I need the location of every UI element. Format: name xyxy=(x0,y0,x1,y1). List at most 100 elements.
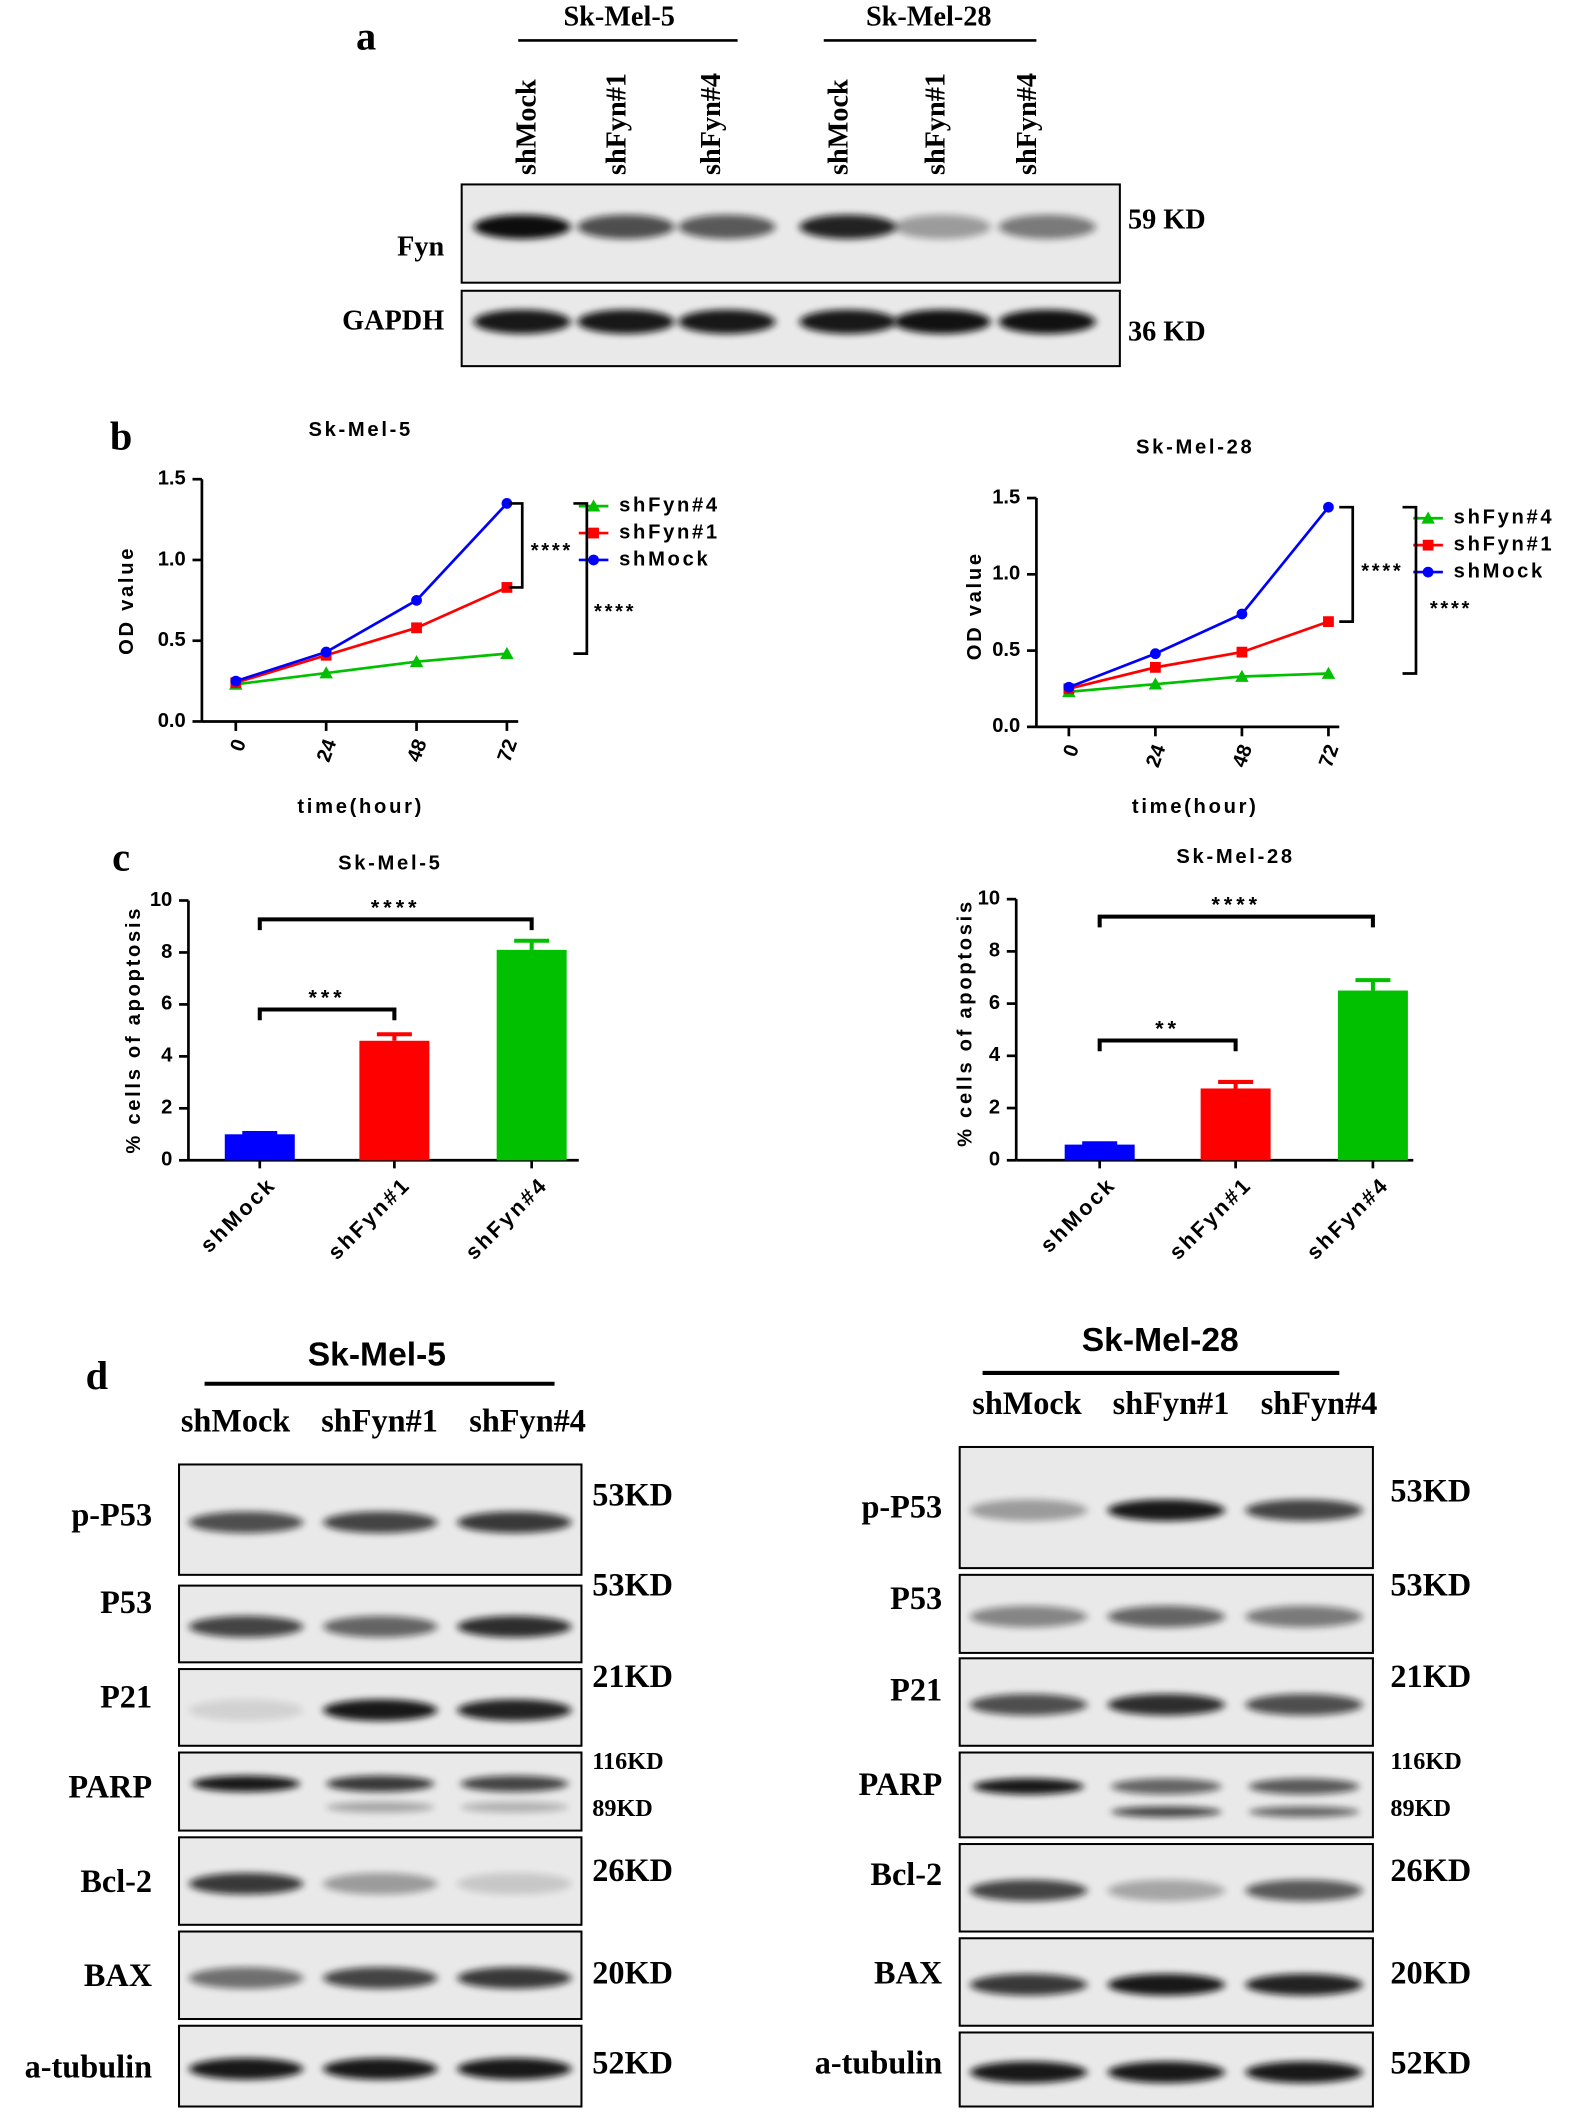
size-label: 89KD xyxy=(592,1795,653,1822)
blot-band xyxy=(1107,2061,1225,2083)
blot-band xyxy=(1248,1806,1360,1818)
blot-title: Sk-Mel-5 xyxy=(308,1337,446,1374)
size-label: 36 KD xyxy=(1128,316,1206,347)
bar xyxy=(1064,1144,1135,1161)
legend-label: shFyn#1 xyxy=(1454,533,1555,555)
data-point xyxy=(501,582,513,593)
data-point xyxy=(1421,511,1435,524)
x-tick-label: 48 xyxy=(1229,742,1257,771)
legend-label: shMock xyxy=(619,548,710,570)
blot-band xyxy=(1107,1973,1225,1996)
data-point xyxy=(586,499,601,512)
error-bar xyxy=(242,1130,278,1136)
series-line xyxy=(1068,620,1329,691)
size-label: 21KD xyxy=(1390,1658,1471,1694)
y-tick-label: 10 xyxy=(150,889,172,911)
blot-band xyxy=(457,1699,572,1721)
protein-label: Bcl-2 xyxy=(870,1856,942,1892)
blot-band xyxy=(189,1615,304,1638)
blot-band xyxy=(893,309,991,334)
x-tick-label: 24 xyxy=(1142,741,1171,770)
significance-bracket xyxy=(508,502,524,589)
blot-band xyxy=(323,1511,438,1534)
significance-bracket xyxy=(257,917,534,931)
data-point xyxy=(1236,608,1248,620)
blot-band xyxy=(189,1967,304,1989)
blot-band xyxy=(799,214,897,239)
size-label: 116KD xyxy=(592,1748,663,1775)
lane-label: shMock xyxy=(824,79,855,175)
size-label: 116KD xyxy=(1390,1748,1461,1775)
protein-label: Fyn xyxy=(397,232,444,263)
bar xyxy=(1200,1088,1271,1161)
blot-band xyxy=(457,1872,572,1895)
protein-label: a-tubulin xyxy=(25,2049,152,2085)
error-bar xyxy=(514,938,550,950)
y-tick-label: 0 xyxy=(161,1149,172,1171)
blot-band xyxy=(973,1778,1084,1795)
y-tick-label: 8 xyxy=(161,941,172,963)
x-tick-label: 48 xyxy=(403,736,431,765)
x-tick-label: 72 xyxy=(494,736,522,765)
chart-title: Sk-Mel-5 xyxy=(308,419,413,441)
protein-label: PARP xyxy=(858,1766,942,1802)
blot-band xyxy=(1245,2061,1363,2083)
significance-label: **** xyxy=(531,540,573,562)
blot-band xyxy=(189,1699,304,1721)
lane-label: shFyn#1 xyxy=(602,73,633,175)
blot-band xyxy=(678,214,776,239)
error-bar xyxy=(376,1032,412,1041)
protein-label: Bcl-2 xyxy=(80,1863,152,1899)
y-axis-label: % cells of apoptosis xyxy=(955,899,977,1147)
data-point xyxy=(588,554,599,566)
x-tick-label: shMock xyxy=(196,1172,281,1257)
bar xyxy=(496,949,567,1161)
significance-label: **** xyxy=(594,601,636,623)
y-axis-label: OD value xyxy=(116,546,138,655)
x-tick-label: 0 xyxy=(1059,742,1084,760)
data-point xyxy=(319,666,333,679)
blot-band xyxy=(1107,1499,1225,1522)
blot-band xyxy=(192,1775,300,1792)
blot-band xyxy=(189,2058,304,2080)
size-label: 53KD xyxy=(1390,1472,1471,1508)
blot-band xyxy=(1245,1973,1363,1996)
size-label: 21KD xyxy=(592,1658,673,1694)
y-tick-label: 1.5 xyxy=(992,486,1020,508)
protein-label: P21 xyxy=(100,1678,152,1714)
x-tick-label: 0 xyxy=(226,736,251,754)
x-axis-label: time(hour) xyxy=(1132,796,1259,818)
y-tick-label: 6 xyxy=(989,992,1000,1014)
significance-bracket xyxy=(257,1007,397,1021)
x-tick-label: shFyn#4 xyxy=(1302,1172,1394,1264)
size-label: 53KD xyxy=(1390,1567,1471,1603)
blot-band xyxy=(1245,1605,1363,1628)
blot-band xyxy=(460,1775,569,1792)
group-label: Sk-Mel-5 xyxy=(563,1,674,32)
y-tick-label: 0 xyxy=(989,1149,1000,1171)
significance-bracket xyxy=(1097,1038,1238,1052)
panel-label: a xyxy=(356,14,376,59)
data-point xyxy=(1235,669,1249,682)
protein-label: PARP xyxy=(68,1769,152,1805)
bar xyxy=(1337,990,1408,1161)
lane-label: shFyn#4 xyxy=(1261,1385,1378,1421)
blot-band xyxy=(577,214,675,239)
legend-label: shFyn#4 xyxy=(1454,507,1555,529)
chart-title: Sk-Mel-28 xyxy=(1176,846,1294,868)
y-tick-label: 4 xyxy=(989,1044,1001,1066)
data-point xyxy=(1150,648,1161,660)
blot-band xyxy=(1248,1778,1360,1795)
blot-band xyxy=(1245,1499,1363,1522)
legend-label: shFyn#4 xyxy=(619,494,720,516)
significance-label: **** xyxy=(1211,893,1261,917)
size-label: 52KD xyxy=(1390,2045,1471,2081)
blot-band xyxy=(457,1511,572,1534)
significance-bracket xyxy=(1097,914,1375,928)
y-axis-label: % cells of apoptosis xyxy=(123,906,145,1154)
blot-band xyxy=(970,1605,1088,1628)
data-point xyxy=(1422,566,1434,578)
significance-label: **** xyxy=(1430,598,1472,620)
